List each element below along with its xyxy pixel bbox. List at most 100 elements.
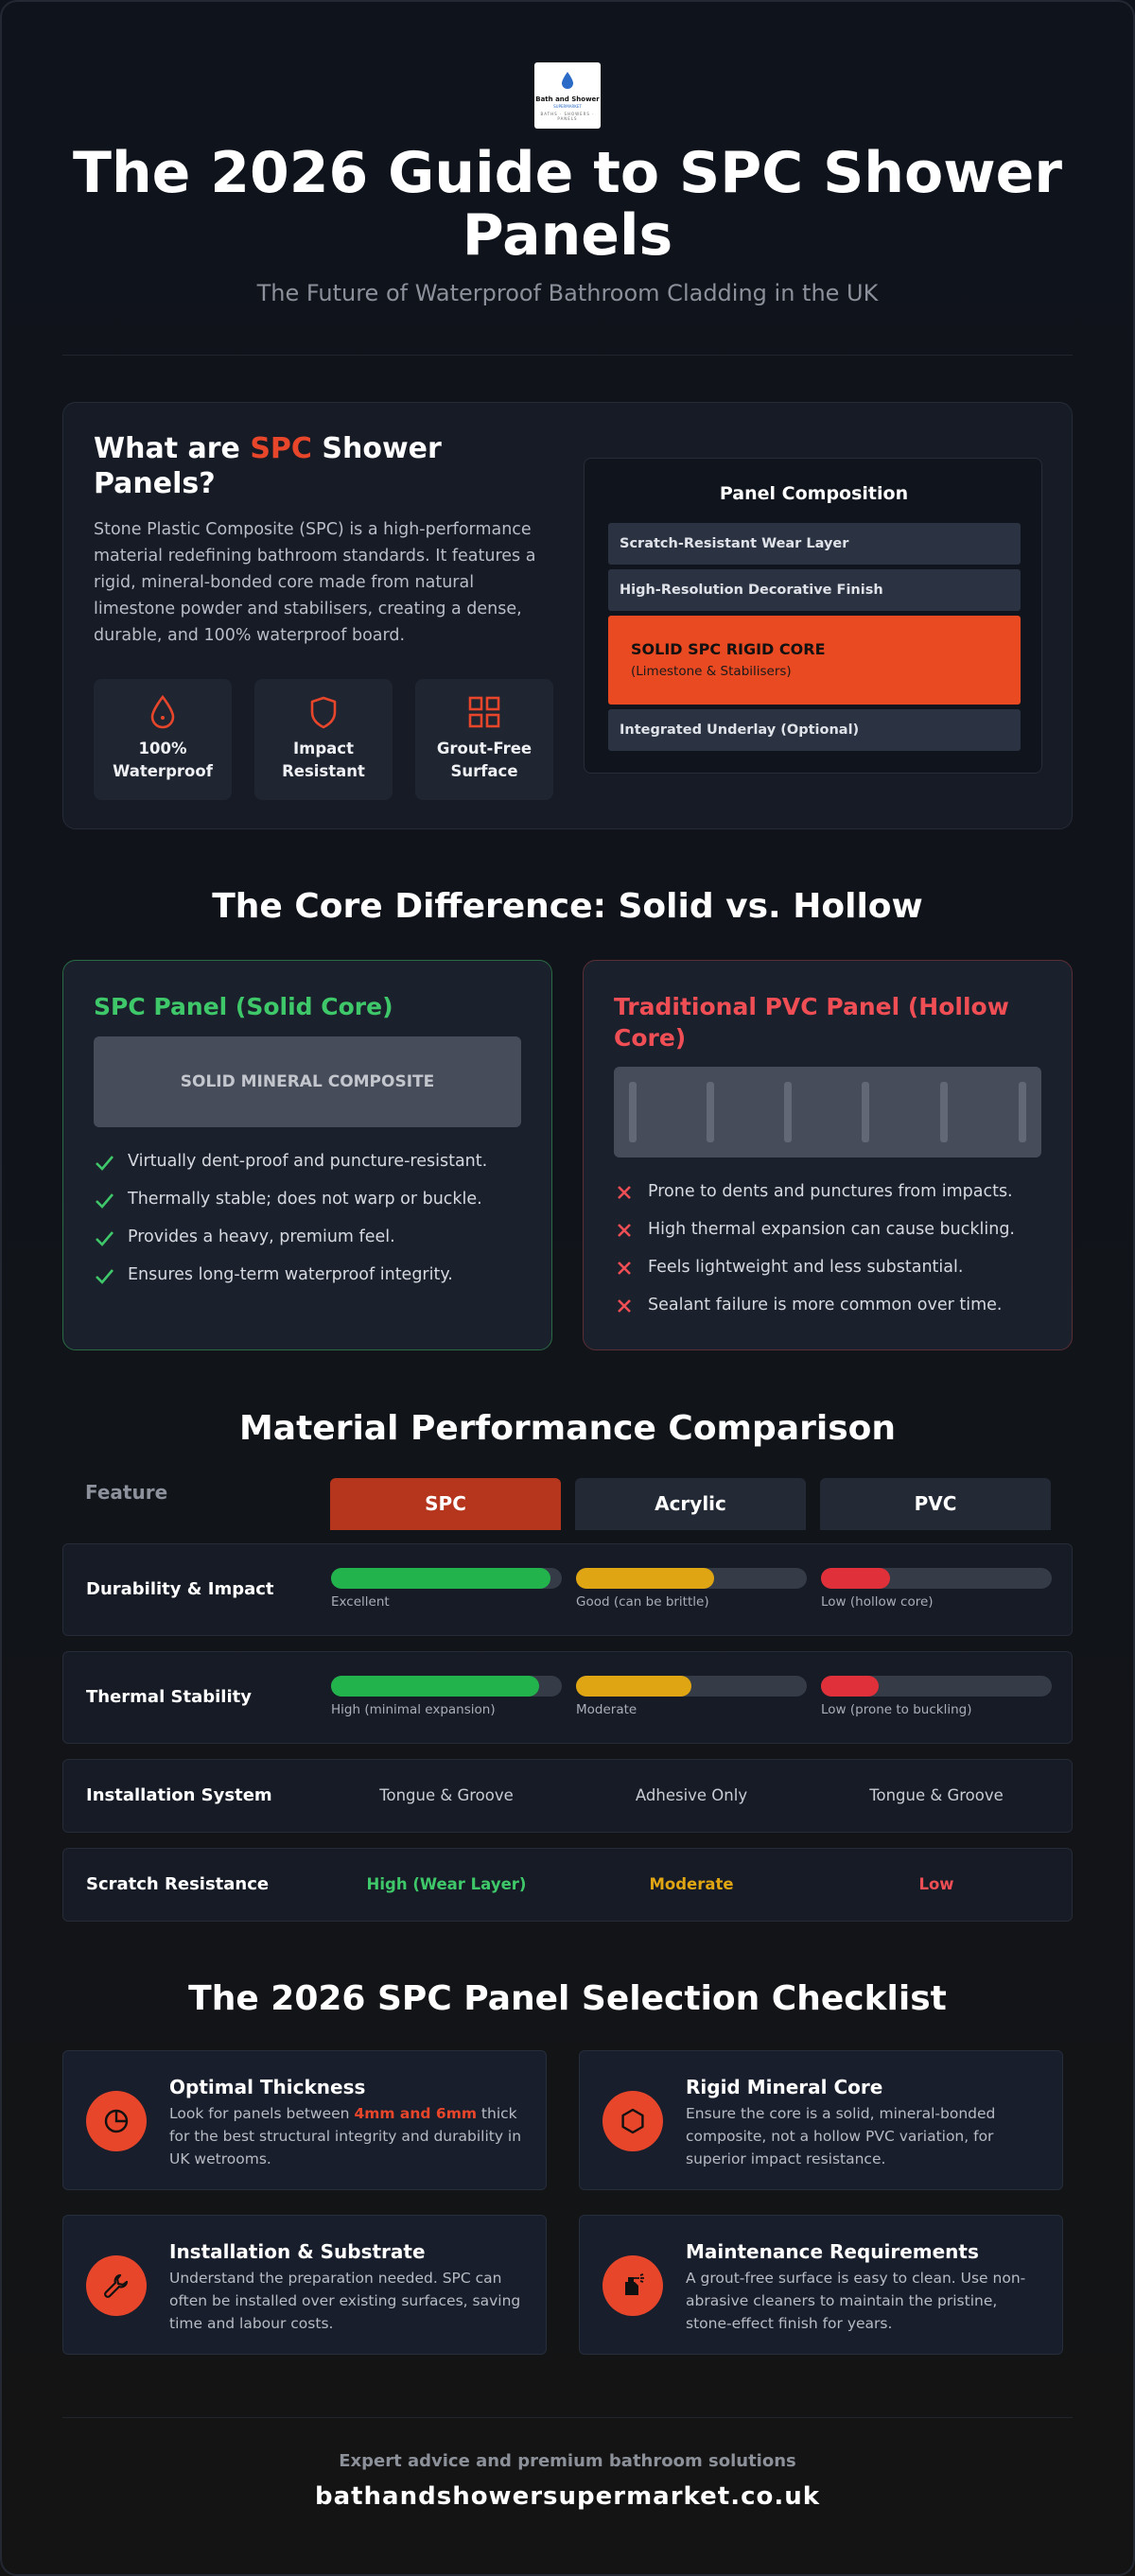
table-cell: Moderate: [649, 1875, 734, 1893]
list-item: Provides a heavy, premium feel.: [94, 1226, 529, 1263]
column-header-acrylic: Acrylic: [575, 1478, 806, 1530]
what-is-spc-card: What are SPC Shower Panels? Stone Plasti…: [62, 402, 1073, 829]
checklist-heading: The 2026 SPC Panel Selection Checklist: [188, 1979, 947, 2018]
panel-composition-title: Panel Composition: [719, 483, 909, 504]
rating-bar: [331, 1568, 562, 1589]
rating-text: High (minimal expansion): [331, 1702, 496, 1717]
table-cell: Adhesive Only: [635, 1786, 748, 1804]
feature-waterproof: 100% Waterproof: [94, 679, 232, 800]
row-scratch: Scratch Resistance High (Wear Layer) Mod…: [62, 1848, 1073, 1922]
checklist-item-maintenance: Maintenance Requirements A grout-free su…: [579, 2215, 1063, 2355]
rating-text: Low (prone to buckling): [821, 1702, 972, 1717]
page-subtitle: The Future of Waterproof Bathroom Claddi…: [256, 280, 879, 306]
rating-bar: [821, 1568, 1052, 1589]
checklist-title: Maintenance Requirements: [686, 2240, 979, 2263]
header-divider: [62, 355, 1073, 356]
panel-composition-diagram: Panel Composition Scratch-Resistant Wear…: [584, 458, 1042, 774]
rating-fill: [331, 1676, 539, 1697]
pvc-hollow-card: Traditional PVC Panel (Hollow Core) Pron…: [583, 960, 1073, 1350]
cross-icon: [618, 1186, 631, 1199]
footer-tagline: Expert advice and premium bathroom solut…: [339, 2451, 796, 2471]
table-cell: Tongue & Groove: [869, 1786, 1004, 1804]
rating-fill: [331, 1568, 550, 1589]
brand-logo[interactable]: Bath and Shower SUPERMARKET BATHS · SHOW…: [534, 62, 601, 129]
hollow-core-block: [614, 1067, 1041, 1157]
row-label: Durability & Impact: [86, 1579, 274, 1599]
layer-wear: Scratch-Resistant Wear Layer: [608, 523, 1021, 565]
rating-bar: [821, 1676, 1052, 1697]
what-is-spc-description: Stone Plastic Composite (SPC) is a high-…: [94, 520, 536, 645]
feature-label: Impact Resistant: [282, 740, 365, 780]
pvc-hollow-title: Traditional PVC Panel (Hollow Core): [614, 993, 1009, 1052]
layer-core-sub: (Limestone & Stabilisers): [631, 664, 792, 679]
rating-text: Moderate: [576, 1702, 637, 1717]
list-item: High thermal expansion can cause bucklin…: [614, 1218, 1049, 1256]
row-label: Installation System: [86, 1785, 272, 1805]
page-title: The 2026 Guide to SPC Shower Panels: [73, 140, 1062, 269]
footer-divider: [62, 2417, 1073, 2418]
what-is-spc-title: What are SPC Shower Panels?: [94, 432, 442, 500]
cross-icon: [618, 1299, 631, 1313]
hexagon-icon: [602, 2091, 663, 2151]
solid-core-block: SOLID MINERAL COMPOSITE: [94, 1036, 521, 1127]
check-icon: [96, 1269, 114, 1284]
column-header-spc: SPC: [330, 1478, 561, 1530]
footer-site-link[interactable]: bathandshowersupermarket.co.uk: [314, 2482, 821, 2511]
rating-bar: [576, 1568, 807, 1589]
list-item: Feels lightweight and less substantial.: [614, 1256, 1049, 1294]
rating-fill: [821, 1568, 891, 1589]
checklist-text: Ensure the core is a solid, mineral-bond…: [686, 2105, 996, 2167]
table-cell: High (Wear Layer): [366, 1875, 527, 1893]
layer-core-label: SOLID SPC RIGID CORE: [631, 640, 826, 658]
logo-brand: Bath and Shower: [535, 96, 600, 103]
pie-chart-icon: [86, 2091, 147, 2151]
row-installation: Installation System Tongue & Groove Adhe…: [62, 1759, 1073, 1833]
layer-underlay: Integrated Underlay (Optional): [608, 709, 1021, 751]
rating-fill: [821, 1676, 879, 1697]
water-drop-logo-icon: [562, 72, 573, 89]
logo-tagline: SUPERMARKET: [553, 104, 582, 109]
rating-text: Good (can be brittle): [576, 1594, 709, 1610]
spc-bullet-list: Virtually dent-proof and puncture-resist…: [94, 1150, 529, 1301]
pvc-bullet-list: Prone to dents and punctures from impact…: [614, 1180, 1049, 1332]
rating-bar: [576, 1676, 807, 1697]
check-icon: [96, 1156, 114, 1171]
checklist-text: A grout-free surface is easy to clean. U…: [686, 2270, 1026, 2332]
spray-bottle-icon: [602, 2255, 663, 2316]
checklist-item-thickness: Optimal Thickness Look for panels betwee…: [62, 2050, 547, 2190]
cross-icon: [618, 1224, 631, 1237]
feature-label: Grout-Free Surface: [436, 740, 533, 780]
rating-text: Low (hollow core): [821, 1594, 934, 1610]
table-cell: Tongue & Groove: [379, 1786, 514, 1804]
checklist-item-core: Rigid Mineral Core Ensure the core is a …: [579, 2050, 1063, 2190]
feature-impact: Impact Resistant: [254, 679, 393, 800]
grid-icon: [468, 696, 500, 728]
shield-icon: [310, 696, 337, 729]
list-item: Ensures long-term waterproof integrity.: [94, 1263, 529, 1301]
rating-text: Excellent: [331, 1594, 390, 1610]
core-difference-heading: The Core Difference: Solid vs. Hollow: [212, 887, 923, 926]
row-durability: Durability & Impact Excellent Good (can …: [62, 1543, 1073, 1636]
check-icon: [96, 1193, 114, 1209]
list-item: Virtually dent-proof and puncture-resist…: [94, 1150, 529, 1188]
checklist-title: Rigid Mineral Core: [686, 2076, 883, 2098]
list-item: Sealant failure is more common over time…: [614, 1294, 1049, 1332]
spc-solid-title: SPC Panel (Solid Core): [94, 993, 393, 1020]
layer-spc-core: SOLID SPC RIGID CORE (Limestone & Stabil…: [608, 616, 1021, 705]
column-header-pvc: PVC: [820, 1478, 1051, 1530]
cross-icon: [618, 1262, 631, 1275]
list-item: Prone to dents and punctures from impact…: [614, 1180, 1049, 1218]
feature-grout-free: Grout-Free Surface: [415, 679, 553, 800]
layer-decorative: High-Resolution Decorative Finish: [608, 569, 1021, 611]
table-cell: Low: [918, 1875, 954, 1893]
rating-fill: [576, 1676, 691, 1697]
logo-nav: BATHS · SHOWERS · PANELS: [540, 112, 595, 121]
checklist-title: Optimal Thickness: [169, 2076, 366, 2098]
row-label: Scratch Resistance: [86, 1874, 270, 1894]
spc-solid-card: SPC Panel (Solid Core) SOLID MINERAL COM…: [62, 960, 552, 1350]
checklist-text: Understand the preparation needed. SPC c…: [169, 2270, 521, 2332]
comparison-heading: Material Performance Comparison: [238, 1409, 897, 1448]
checklist-text: Look for panels between 4mm and 6mm thic…: [169, 2105, 522, 2167]
checklist-item-installation: Installation & Substrate Understand the …: [62, 2215, 547, 2355]
